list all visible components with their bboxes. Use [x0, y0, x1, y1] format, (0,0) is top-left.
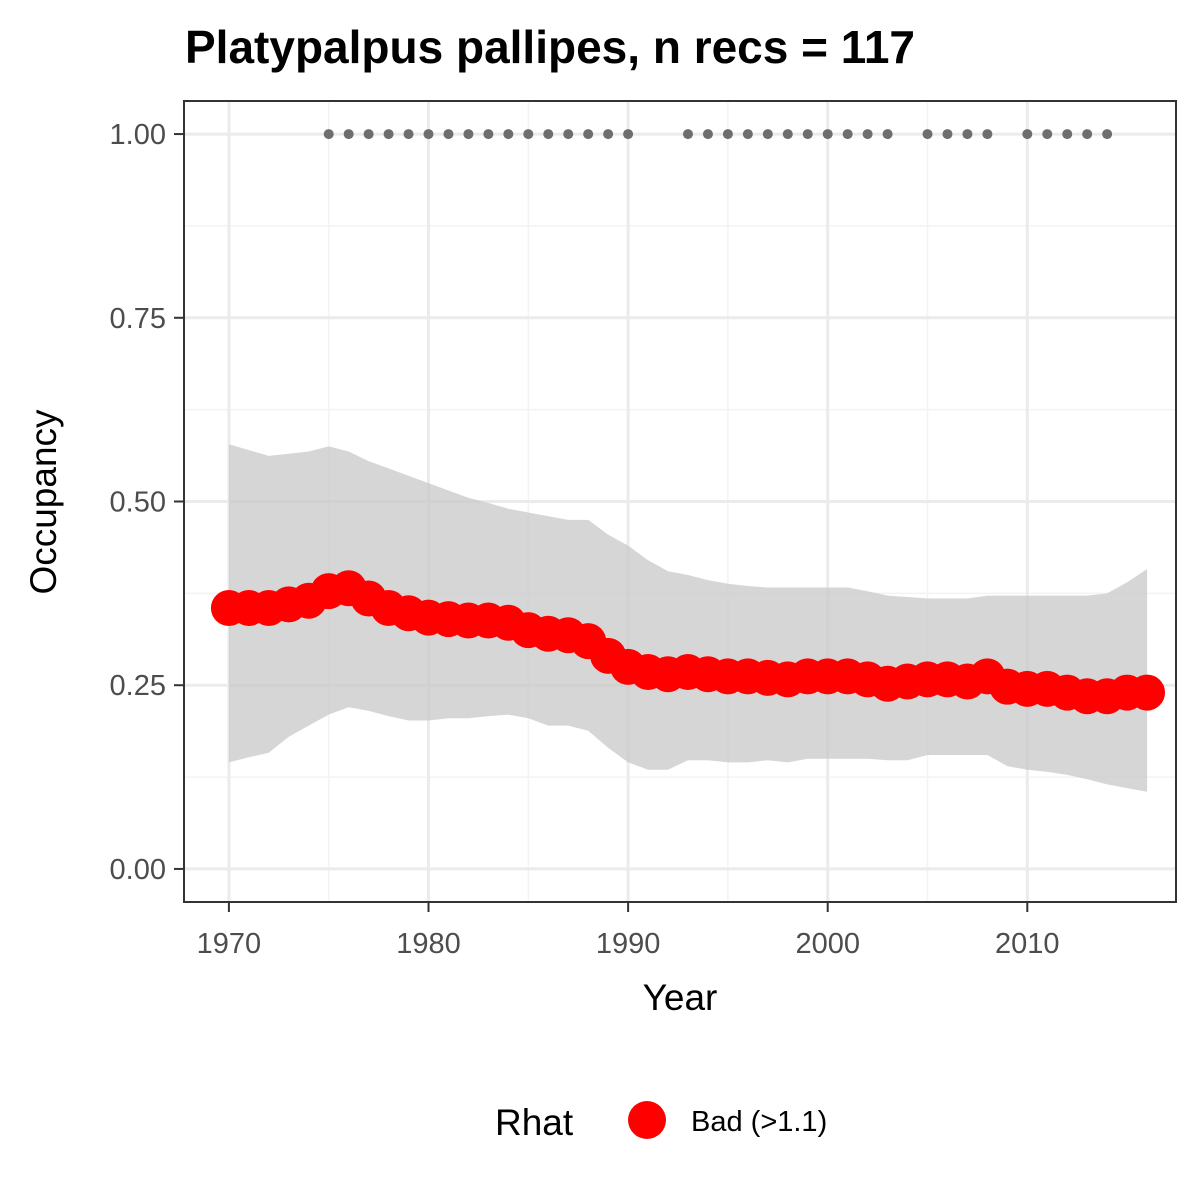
legend-key-bad	[628, 1101, 666, 1139]
record-dot	[403, 129, 414, 140]
occupancy-points-layer	[210, 570, 1166, 715]
y-axis-title: Occupancy	[23, 409, 64, 595]
record-dot	[443, 129, 454, 140]
record-dot	[623, 129, 634, 140]
record-dot	[343, 129, 354, 140]
y-tick-label: 0.75	[110, 303, 166, 335]
record-dot	[1082, 129, 1093, 140]
record-dot	[463, 129, 474, 140]
y-tick-label: 0.25	[110, 670, 166, 702]
record-dot	[782, 129, 793, 140]
record-dot	[822, 129, 833, 140]
record-dot	[383, 129, 394, 140]
x-axis: 1970 1980 1990 2000 2010	[197, 902, 1060, 960]
chart-title: Platypalpus pallipes, n recs = 117	[185, 21, 915, 73]
x-tick-label: 2010	[995, 928, 1060, 960]
record-dot	[1102, 129, 1113, 140]
record-dot	[423, 129, 434, 140]
y-axis: 0.00 0.25 0.50 0.75 1.00	[110, 119, 184, 886]
record-dot	[802, 129, 813, 140]
record-dot	[702, 129, 713, 140]
record-dot	[563, 129, 574, 140]
record-dot	[922, 129, 933, 140]
x-tick-label: 2000	[795, 928, 860, 960]
record-dot	[1022, 129, 1033, 140]
record-dot	[363, 129, 374, 140]
record-dot	[942, 129, 953, 140]
legend-label-bad: Bad (>1.1)	[691, 1106, 827, 1138]
record-dot	[982, 129, 993, 140]
record-dot	[682, 129, 693, 140]
record-dot	[483, 129, 494, 140]
legend-title: Rhat	[495, 1102, 574, 1143]
x-tick-label: 1980	[396, 928, 461, 960]
record-dot	[323, 129, 334, 140]
record-dot	[842, 129, 853, 140]
record-dot	[722, 129, 733, 140]
record-dot	[742, 129, 753, 140]
y-tick-label: 0.00	[110, 854, 166, 886]
record-dot	[583, 129, 594, 140]
x-tick-label: 1970	[197, 928, 262, 960]
record-dot	[543, 129, 554, 140]
y-tick-label: 0.50	[110, 487, 166, 519]
x-axis-title: Year	[643, 977, 718, 1018]
record-dot	[503, 129, 514, 140]
record-dot	[603, 129, 614, 140]
record-dot	[962, 129, 973, 140]
confidence-ribbon-layer	[228, 444, 1148, 792]
y-tick-label: 1.00	[110, 119, 166, 151]
record-dot	[882, 129, 893, 140]
record-dot	[523, 129, 534, 140]
record-dots-layer	[323, 129, 1113, 140]
record-dot	[862, 129, 873, 140]
occupancy-point	[1129, 674, 1166, 711]
record-dot	[1062, 129, 1073, 140]
legend: Rhat Bad (>1.1)	[495, 1101, 827, 1143]
x-tick-label: 1990	[596, 928, 661, 960]
record-dot	[1042, 129, 1053, 140]
confidence-ribbon	[228, 444, 1148, 792]
record-dot	[762, 129, 773, 140]
